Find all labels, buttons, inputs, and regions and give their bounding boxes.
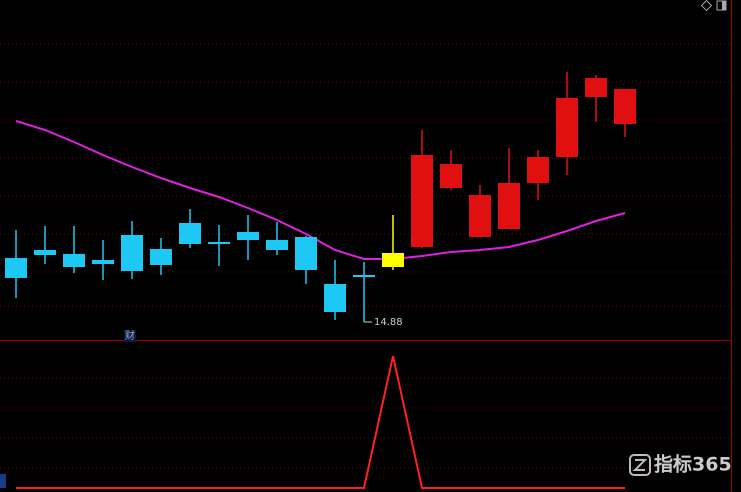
candle-body	[411, 155, 433, 247]
annotation: 财	[125, 329, 135, 342]
candle-body	[556, 98, 578, 157]
line	[16, 355, 625, 489]
candle-body	[324, 284, 346, 312]
candle-body	[382, 253, 404, 267]
candle-body	[498, 183, 520, 229]
candle-body	[440, 164, 462, 188]
candle-body	[121, 235, 143, 271]
line	[15, 120, 626, 260]
candle-body	[469, 195, 491, 237]
candle-body	[63, 254, 85, 267]
candle-body	[614, 89, 636, 124]
candle-body	[237, 232, 259, 240]
candle-body	[92, 260, 114, 264]
candle-body	[527, 157, 549, 183]
annotation-box	[124, 330, 136, 342]
candle-body	[266, 240, 288, 250]
candle-body	[585, 78, 607, 97]
candle-body	[179, 223, 201, 244]
candle-body	[150, 249, 172, 265]
watermark-icon	[629, 454, 651, 476]
candle-body	[5, 258, 27, 278]
candle-body	[34, 250, 56, 255]
low-label: 14.88	[374, 317, 403, 328]
candle-body	[353, 275, 375, 277]
watermark: 指标365	[654, 454, 732, 476]
candle-body	[295, 237, 317, 270]
candle-body	[208, 242, 230, 244]
window-icons[interactable]	[700, 0, 727, 12]
left-marker	[0, 474, 6, 488]
